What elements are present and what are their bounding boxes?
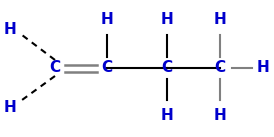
Text: C: C [101,61,113,75]
Text: H: H [257,61,269,75]
Text: C: C [215,61,226,75]
Text: H: H [161,108,173,122]
Text: C: C [161,61,173,75]
Text: H: H [214,12,226,28]
Text: H: H [101,12,113,28]
Text: H: H [4,99,16,115]
Text: H: H [214,108,226,122]
Text: H: H [4,22,16,38]
Text: C: C [49,61,61,75]
Text: H: H [161,12,173,28]
